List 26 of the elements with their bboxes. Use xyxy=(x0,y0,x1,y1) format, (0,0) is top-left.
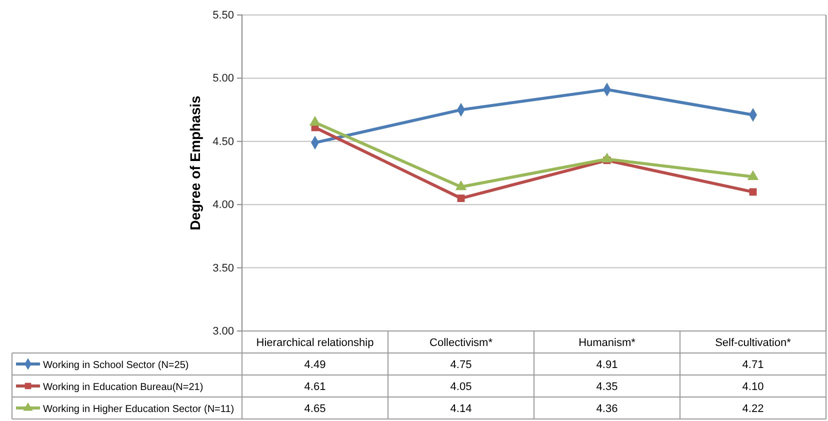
data-label: 4.10 xyxy=(742,381,764,393)
data-label: 4.75 xyxy=(450,359,472,371)
x-tick-label: Humanism* xyxy=(578,337,636,349)
legend-label: Working in Higher Education Sector (N=11) xyxy=(43,404,234,415)
data-label: 4.91 xyxy=(596,359,618,371)
x-tick-label: Collectivism* xyxy=(430,337,494,349)
y-tick-label: 5.00 xyxy=(212,72,234,85)
data-label: 4.49 xyxy=(304,359,326,371)
data-label: 4.36 xyxy=(596,403,618,415)
legend-label: Working in Education Bureau(N=21) xyxy=(43,382,204,393)
data-label: 4.05 xyxy=(450,381,472,393)
data-label: 4.65 xyxy=(304,403,326,415)
data-label: 4.14 xyxy=(450,403,472,415)
data-label: 4.35 xyxy=(596,381,618,393)
y-tick-label: 4.50 xyxy=(212,136,234,148)
data-label: 4.61 xyxy=(304,381,326,393)
data-label: 4.71 xyxy=(742,359,764,371)
y-tick-label: 3.00 xyxy=(212,326,234,338)
legend-label: Working in School Sector (N=25) xyxy=(43,360,189,371)
y-tick-label: 4.00 xyxy=(212,199,234,212)
y-tick-label: 3.50 xyxy=(212,262,234,274)
y-tick-label: 5.50 xyxy=(212,10,234,22)
x-tick-label: Hierarchical relationship xyxy=(256,337,374,349)
x-tick-label: Self-cultivation* xyxy=(715,337,792,349)
y-axis-title: Degree of Emphasis xyxy=(187,95,203,230)
data-label: 4.22 xyxy=(742,403,764,415)
